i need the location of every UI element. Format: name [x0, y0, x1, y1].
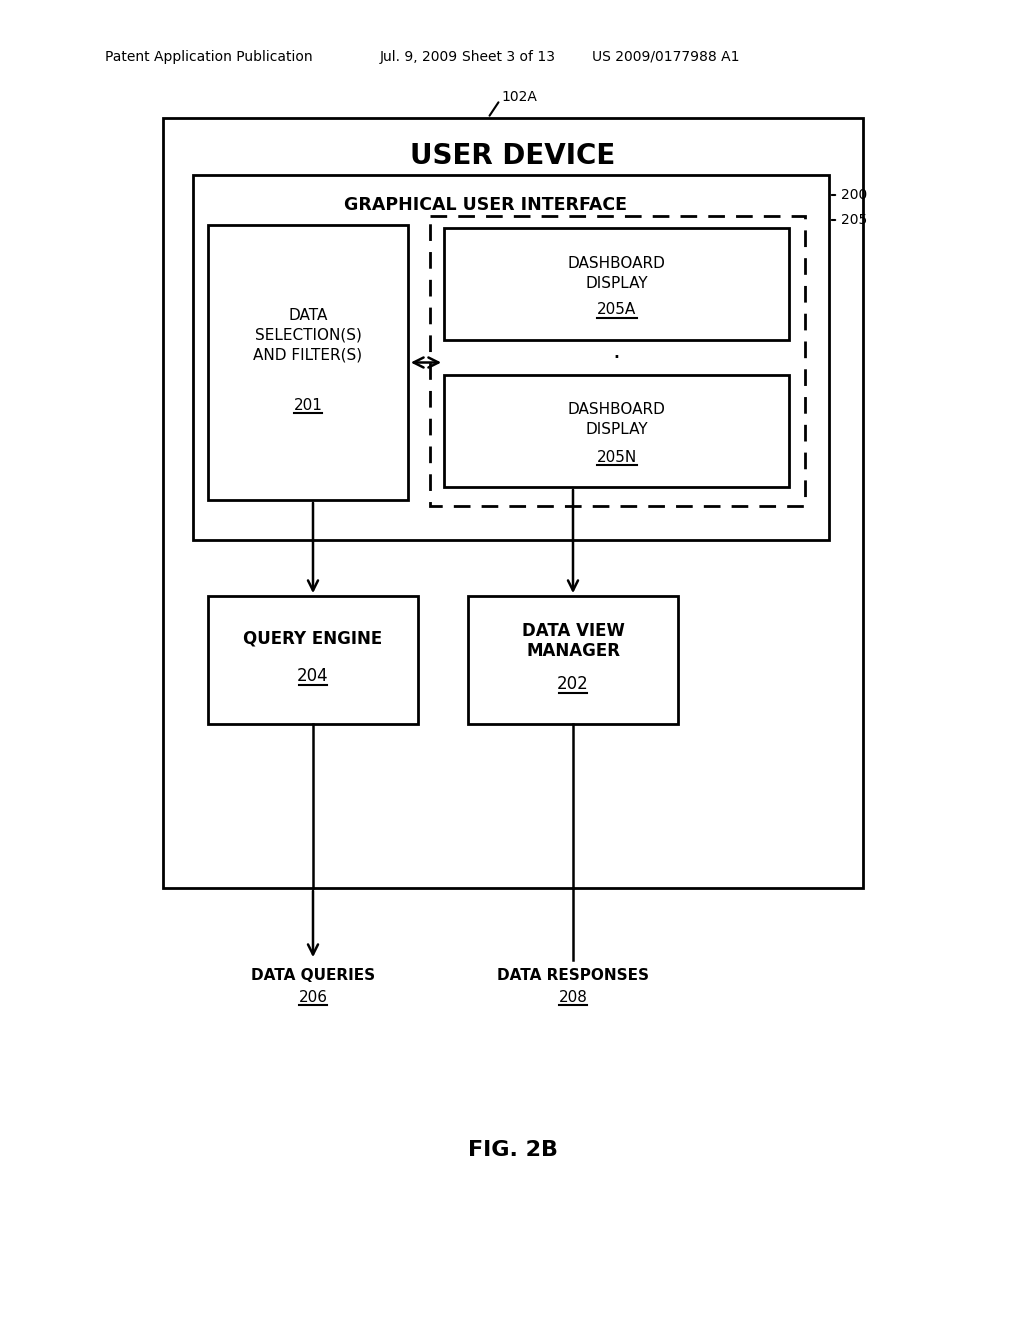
Text: 102A: 102A — [501, 90, 537, 104]
Text: FIG. 2B: FIG. 2B — [468, 1140, 558, 1160]
Text: 205A: 205A — [597, 302, 636, 318]
Text: Sheet 3 of 13: Sheet 3 of 13 — [462, 50, 555, 63]
Text: 201: 201 — [294, 397, 323, 412]
Text: 206: 206 — [299, 990, 328, 1005]
Text: ·: · — [612, 346, 621, 370]
Text: SELECTION(S): SELECTION(S) — [255, 327, 361, 342]
Text: DATA VIEW: DATA VIEW — [521, 622, 625, 640]
Bar — [163, 117, 863, 888]
Bar — [193, 176, 829, 540]
Text: 200: 200 — [841, 187, 867, 202]
Text: US 2009/0177988 A1: US 2009/0177988 A1 — [592, 50, 739, 63]
Text: USER DEVICE: USER DEVICE — [411, 143, 615, 170]
Bar — [444, 228, 790, 341]
Bar — [208, 224, 408, 500]
Bar — [444, 375, 790, 487]
Text: QUERY ENGINE: QUERY ENGINE — [244, 630, 383, 647]
Text: 205: 205 — [841, 213, 867, 227]
Text: 204: 204 — [297, 667, 329, 685]
Text: DASHBOARD: DASHBOARD — [567, 256, 666, 271]
Text: DASHBOARD: DASHBOARD — [567, 403, 666, 417]
Bar — [208, 597, 418, 723]
Bar — [430, 216, 805, 506]
Text: DATA RESPONSES: DATA RESPONSES — [497, 968, 649, 982]
Text: AND FILTER(S): AND FILTER(S) — [253, 347, 362, 363]
Text: DATA: DATA — [289, 308, 328, 322]
Text: GRAPHICAL USER INTERFACE: GRAPHICAL USER INTERFACE — [344, 195, 628, 214]
Text: 202: 202 — [557, 675, 589, 693]
Text: DISPLAY: DISPLAY — [585, 422, 648, 437]
Text: Patent Application Publication: Patent Application Publication — [105, 50, 312, 63]
Text: MANAGER: MANAGER — [526, 642, 620, 660]
Text: 208: 208 — [558, 990, 588, 1005]
Text: Jul. 9, 2009: Jul. 9, 2009 — [380, 50, 458, 63]
Text: 205N: 205N — [596, 450, 637, 465]
Bar — [468, 597, 678, 723]
Text: DATA QUERIES: DATA QUERIES — [251, 968, 375, 982]
Text: DISPLAY: DISPLAY — [585, 276, 648, 290]
